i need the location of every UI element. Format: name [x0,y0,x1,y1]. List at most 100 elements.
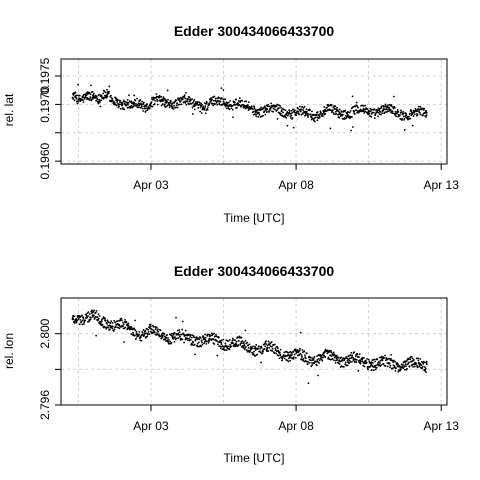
lon-data-point [255,343,258,346]
lat-data-point [222,100,225,103]
lon-data-point [120,317,123,320]
lon-data-point [308,361,311,364]
lat-data-point [323,106,326,108]
lon-data-point [342,365,345,368]
lat-data-point [297,107,300,110]
lat-data-point [182,95,185,98]
lon-data-point [323,352,325,355]
lat-data-point [366,108,369,111]
lon-data-point [404,361,407,364]
lat-data-point [307,113,310,115]
lon-data-point [368,360,371,363]
lon-y-tick-label: 2.800 [38,318,52,348]
lat-data-point [338,108,341,111]
lon-data-point [355,361,358,363]
lon-data-point [366,357,368,360]
lon-data-point [404,363,407,366]
lon-data-point [363,365,366,368]
lat-data-point [118,103,121,106]
lat-data-point [263,110,266,113]
lat-data-point [193,103,196,106]
lat-data-point [384,111,387,114]
lon-data-point [224,349,226,351]
lon-data-point [179,333,182,336]
lon-data-point [244,329,247,332]
lat-data-point [274,108,276,111]
lat-data-point [134,99,137,102]
lon-data-point [190,336,193,339]
lon-data-point [91,309,93,312]
lon-data-point [384,365,387,367]
lon-data-point [361,360,364,363]
lon-data-point [106,322,108,325]
lon-data-point [166,334,168,336]
lon-data-point [317,357,320,360]
lat-data-point [344,109,347,112]
lat-data-point [342,113,344,116]
lat-data-point [385,106,388,109]
lat-data-point [172,108,175,110]
lat-data-point [133,94,136,97]
lat-data-point [85,94,88,96]
lon-data-point [367,368,369,371]
lon-data-point [194,338,197,341]
lon-data-point [184,337,187,340]
lon-data-point [86,316,89,319]
lon-data-point [286,359,289,362]
lon-data-point [237,339,240,342]
lon-data-point [324,355,327,358]
lon-axes: Apr 03 Apr 08 Apr 13 2.796 2.800 [38,318,459,433]
lon-data-point [268,344,271,346]
lat-data-point [270,102,272,105]
lat-data-point [166,104,169,107]
lon-data-point [246,349,248,351]
lat-data-point [237,100,240,102]
lat-data-point [286,124,289,127]
lon-data-point [152,325,155,328]
lon-data-point [256,353,259,356]
lon-data-point [257,345,260,348]
lat-data-point [73,92,76,95]
lon-data-point [163,333,166,335]
lat-data-point [184,102,187,104]
lon-data-point [191,334,194,336]
lon-data-point [213,343,216,345]
lon-data-point [260,346,263,349]
lat-data-point [255,115,258,118]
lat-points [71,83,428,132]
lon-data-point [247,346,250,349]
lon-data-point [312,357,315,360]
lon-data-point [188,337,191,340]
lat-data-point [266,107,269,110]
lon-data-point [246,341,249,344]
lat-data-point [257,116,260,118]
lon-data-point [204,336,207,339]
lat-data-point [350,129,352,132]
lat-data-point [95,99,98,102]
lat-data-point [364,104,367,107]
lat-data-point [289,116,292,119]
lon-data-point [287,357,290,360]
lat-plot-frame [60,58,448,165]
lon-data-point [173,340,176,343]
lat-data-point [324,110,327,113]
lon-data-point [386,365,389,368]
lat-data-point [220,87,223,90]
lat-data-point [137,102,140,105]
lon-data-point [286,351,289,354]
lon-data-point [318,359,321,362]
lon-data-point [393,366,396,368]
lon-data-point [420,364,423,367]
lat-data-point [290,109,293,112]
lat-data-point [390,105,393,107]
lon-data-point [173,336,176,339]
lon-data-point [90,316,92,319]
lon-plot-frame [60,297,448,406]
lat-data-point [193,108,196,111]
lon-data-point [178,329,181,331]
lon-data-point [274,343,276,346]
lat-data-point [302,109,305,112]
lat-data-point [264,106,266,109]
lon-data-point [335,354,338,357]
lon-data-point [375,366,378,369]
